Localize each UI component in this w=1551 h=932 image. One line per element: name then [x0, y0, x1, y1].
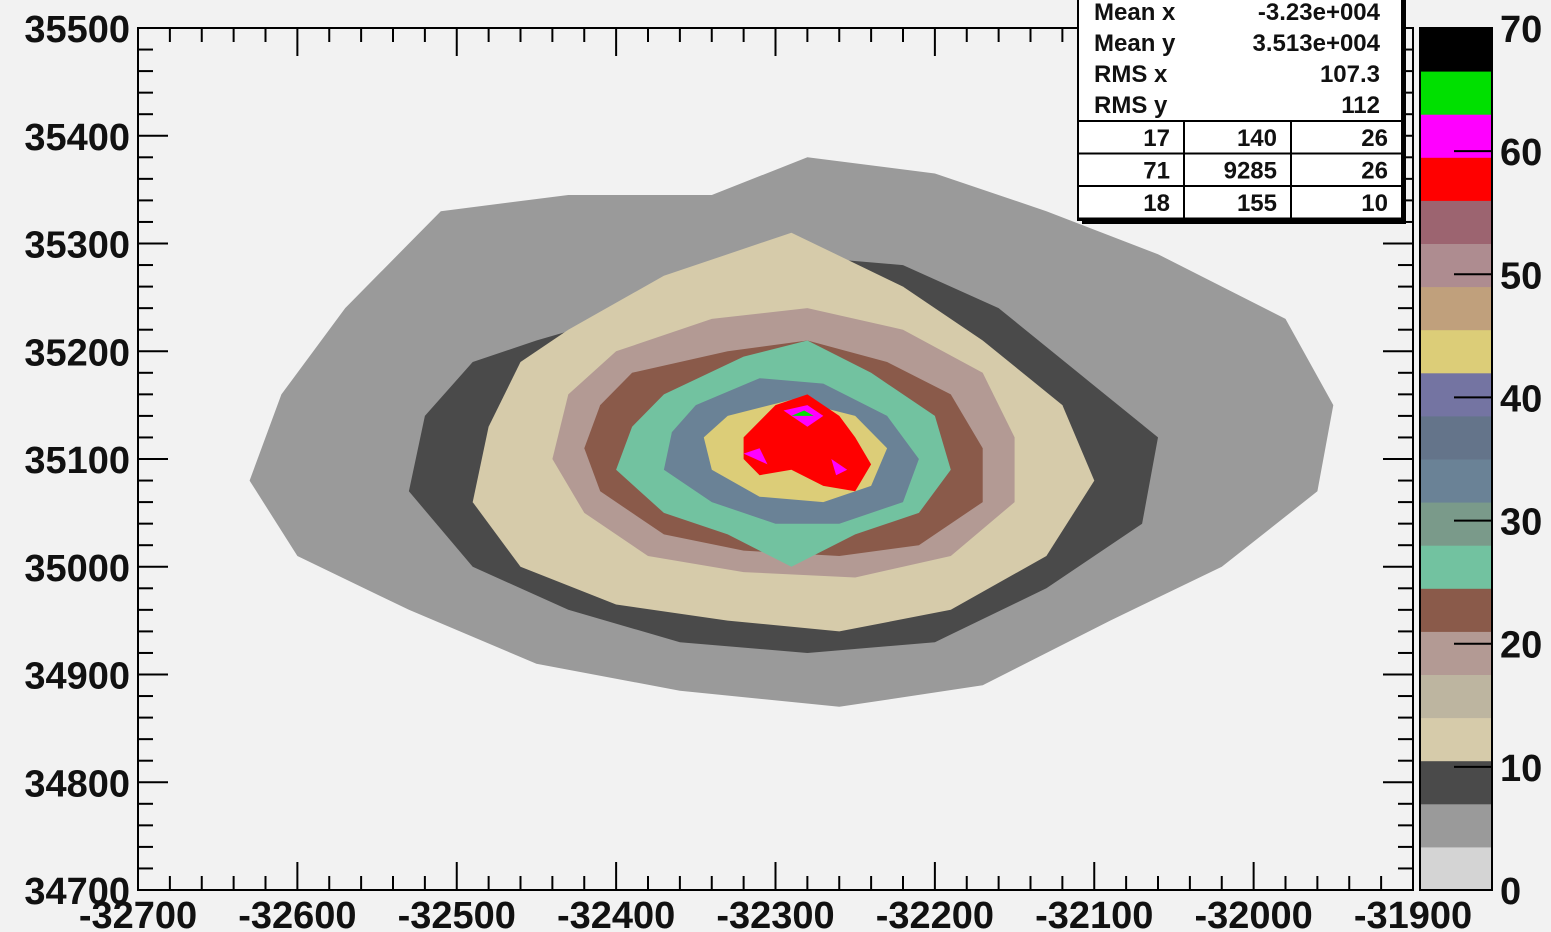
- color-band: [1420, 545, 1492, 589]
- color-scale-label: 40: [1500, 378, 1542, 420]
- x-tick-label: -32300: [716, 895, 834, 932]
- color-band: [1420, 372, 1492, 417]
- color-band: [1420, 760, 1492, 805]
- x-tick-label: -32400: [557, 895, 675, 932]
- stats-grid-cell: 26: [1361, 125, 1388, 152]
- stats-grid-cell: 17: [1143, 125, 1170, 152]
- color-band: [1420, 588, 1492, 632]
- color-scale-label: 60: [1500, 132, 1542, 174]
- color-band: [1420, 157, 1492, 201]
- contour-layer: [249, 157, 1334, 707]
- y-tick-label: 35300: [24, 225, 130, 267]
- color-band: [1420, 803, 1492, 848]
- stats-frame: [1077, 0, 1403, 221]
- color-band: [1420, 502, 1492, 546]
- color-band: [1420, 631, 1492, 675]
- color-scale-label: 0: [1500, 871, 1521, 913]
- x-tick-label: -32700: [79, 895, 197, 932]
- color-band: [1420, 243, 1492, 288]
- x-tick-label: -32000: [1194, 895, 1312, 932]
- color-scale-label: 10: [1500, 748, 1542, 790]
- contour-region: [831, 459, 848, 476]
- contour-region: [791, 410, 814, 416]
- stats-grid-cell: 10: [1361, 190, 1388, 217]
- x-tick-label: -32500: [398, 895, 516, 932]
- y-tick-label: 35500: [24, 9, 130, 51]
- color-band: [1420, 286, 1492, 331]
- color-scale-label: 30: [1500, 502, 1542, 544]
- stats-value: 107.3: [1320, 61, 1380, 88]
- x-tick-label: -32100: [1035, 895, 1153, 932]
- stats-grid-cell: 9285: [1224, 158, 1277, 185]
- stats-label: Mean x: [1094, 0, 1176, 26]
- color-band: [1420, 459, 1492, 503]
- color-scale-label: 70: [1500, 9, 1542, 51]
- color-band: [1420, 415, 1492, 460]
- x-tick-label: -31900: [1354, 895, 1472, 932]
- stats-value: 112: [1341, 92, 1380, 119]
- contour-region: [783, 405, 824, 427]
- stats-label: RMS y: [1094, 92, 1168, 119]
- y-axis: 34700 34800 34900 35000 35100 35200 35300 35400…: [24, 9, 1413, 913]
- stats-grid-cell: 71: [1143, 158, 1170, 185]
- y-tick-label: 34700: [24, 871, 130, 913]
- y-tick-label: 35400: [24, 117, 130, 159]
- color-band: [1420, 71, 1492, 115]
- color-scale: 0 10 20 30 40 50 60 70: [1419, 9, 1542, 913]
- color-band: [1420, 200, 1492, 244]
- stats-label: Mean y: [1094, 30, 1176, 57]
- stats-grid-cell: 140: [1237, 125, 1277, 152]
- stats-label: RMS x: [1094, 61, 1168, 88]
- stats-value: -3.23e+004: [1258, 0, 1381, 26]
- color-band: [1420, 329, 1492, 374]
- color-band: [1420, 674, 1492, 719]
- y-tick-label: 35000: [24, 548, 130, 590]
- stats-value: 3.513e+004: [1253, 30, 1381, 57]
- stats-grid-cell: 26: [1361, 158, 1388, 185]
- color-scale-label: 50: [1500, 255, 1542, 297]
- y-tick-label: 35100: [24, 440, 130, 482]
- y-tick-label: 35200: [24, 332, 130, 374]
- color-band: [1420, 717, 1492, 762]
- stats-grid-cell: 155: [1237, 190, 1277, 217]
- color-scale-label: 20: [1500, 625, 1542, 667]
- color-band: [1420, 28, 1492, 72]
- contour-region: [743, 448, 768, 465]
- stats-grid-cell: 18: [1143, 190, 1170, 217]
- y-tick-label: 34800: [24, 763, 130, 805]
- y-tick-label: 34900: [24, 656, 130, 698]
- x-tick-label: -32200: [876, 895, 994, 932]
- color-band: [1420, 846, 1492, 891]
- x-tick-label: -32600: [238, 895, 356, 932]
